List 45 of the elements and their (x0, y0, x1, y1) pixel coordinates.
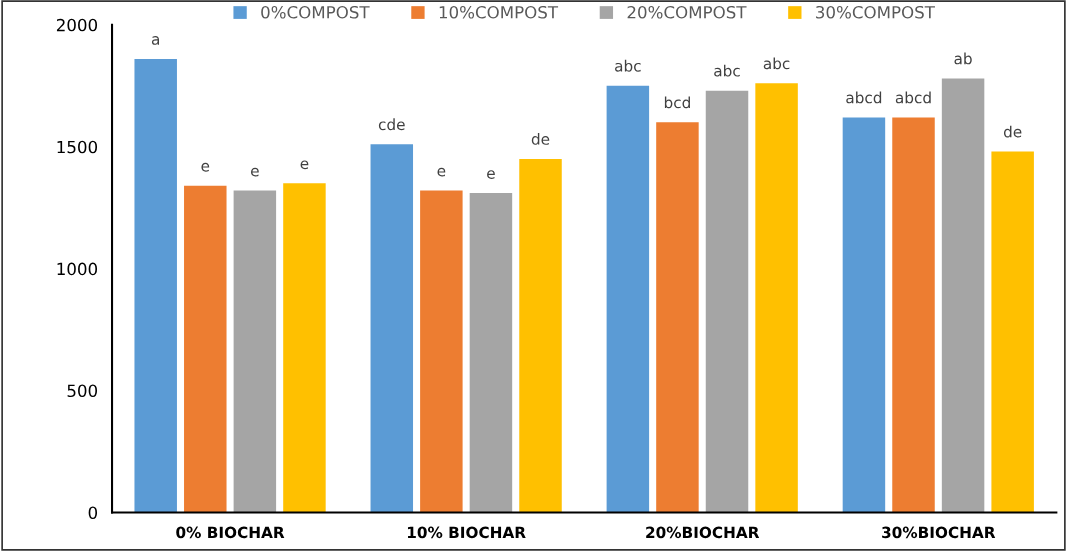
bar (469, 193, 513, 513)
bar (420, 190, 463, 513)
legend-label: 0%COMPOST (261, 5, 370, 19)
data-label: de (1003, 125, 1022, 138)
legend-label: 10%COMPOST (439, 5, 559, 19)
bar (842, 117, 886, 513)
data-label: abc (714, 64, 740, 77)
data-label: e (201, 162, 210, 172)
bar (656, 122, 699, 513)
x-tick-label: 30%BIOCHAR (882, 526, 996, 539)
data-label: e (487, 170, 495, 179)
bar (606, 85, 650, 513)
data-label: e (251, 167, 259, 177)
legend-label: 20%COMPOST (627, 5, 747, 19)
data-label: e (300, 160, 309, 170)
bar (941, 78, 985, 513)
x-tick-label: 0% BIOCHAR (176, 526, 285, 539)
y-tick-label: 2000 (56, 18, 98, 32)
bar (283, 183, 326, 513)
y-tick-label: 1500 (57, 140, 98, 154)
data-label: e (437, 167, 446, 177)
data-label: abcd (846, 91, 882, 104)
data-label: abc (615, 59, 641, 72)
x-tick-label: 20%BIOCHAR (646, 526, 760, 539)
y-tick-label: 0 (88, 506, 98, 519)
bar (892, 117, 935, 513)
data-label: a (151, 36, 159, 45)
bar (233, 190, 277, 513)
data-label: ab (954, 52, 972, 65)
data-label: abc (763, 57, 790, 70)
data-label: bcd (664, 96, 690, 109)
legend-label: 30%COMPOST (816, 5, 935, 19)
data-label: abcd (895, 91, 931, 104)
bar (370, 144, 414, 513)
bar (755, 83, 798, 513)
data-label: cde (378, 118, 405, 131)
bar (184, 185, 227, 513)
y-tick-label: 1000 (57, 262, 98, 276)
bar (519, 158, 562, 513)
bar (134, 58, 177, 513)
y-tick-label: 500 (67, 384, 98, 398)
bar (705, 90, 749, 513)
bar (991, 151, 1034, 513)
data-label: de (531, 133, 550, 145)
x-tick-label: 10% BIOCHAR (407, 526, 526, 539)
